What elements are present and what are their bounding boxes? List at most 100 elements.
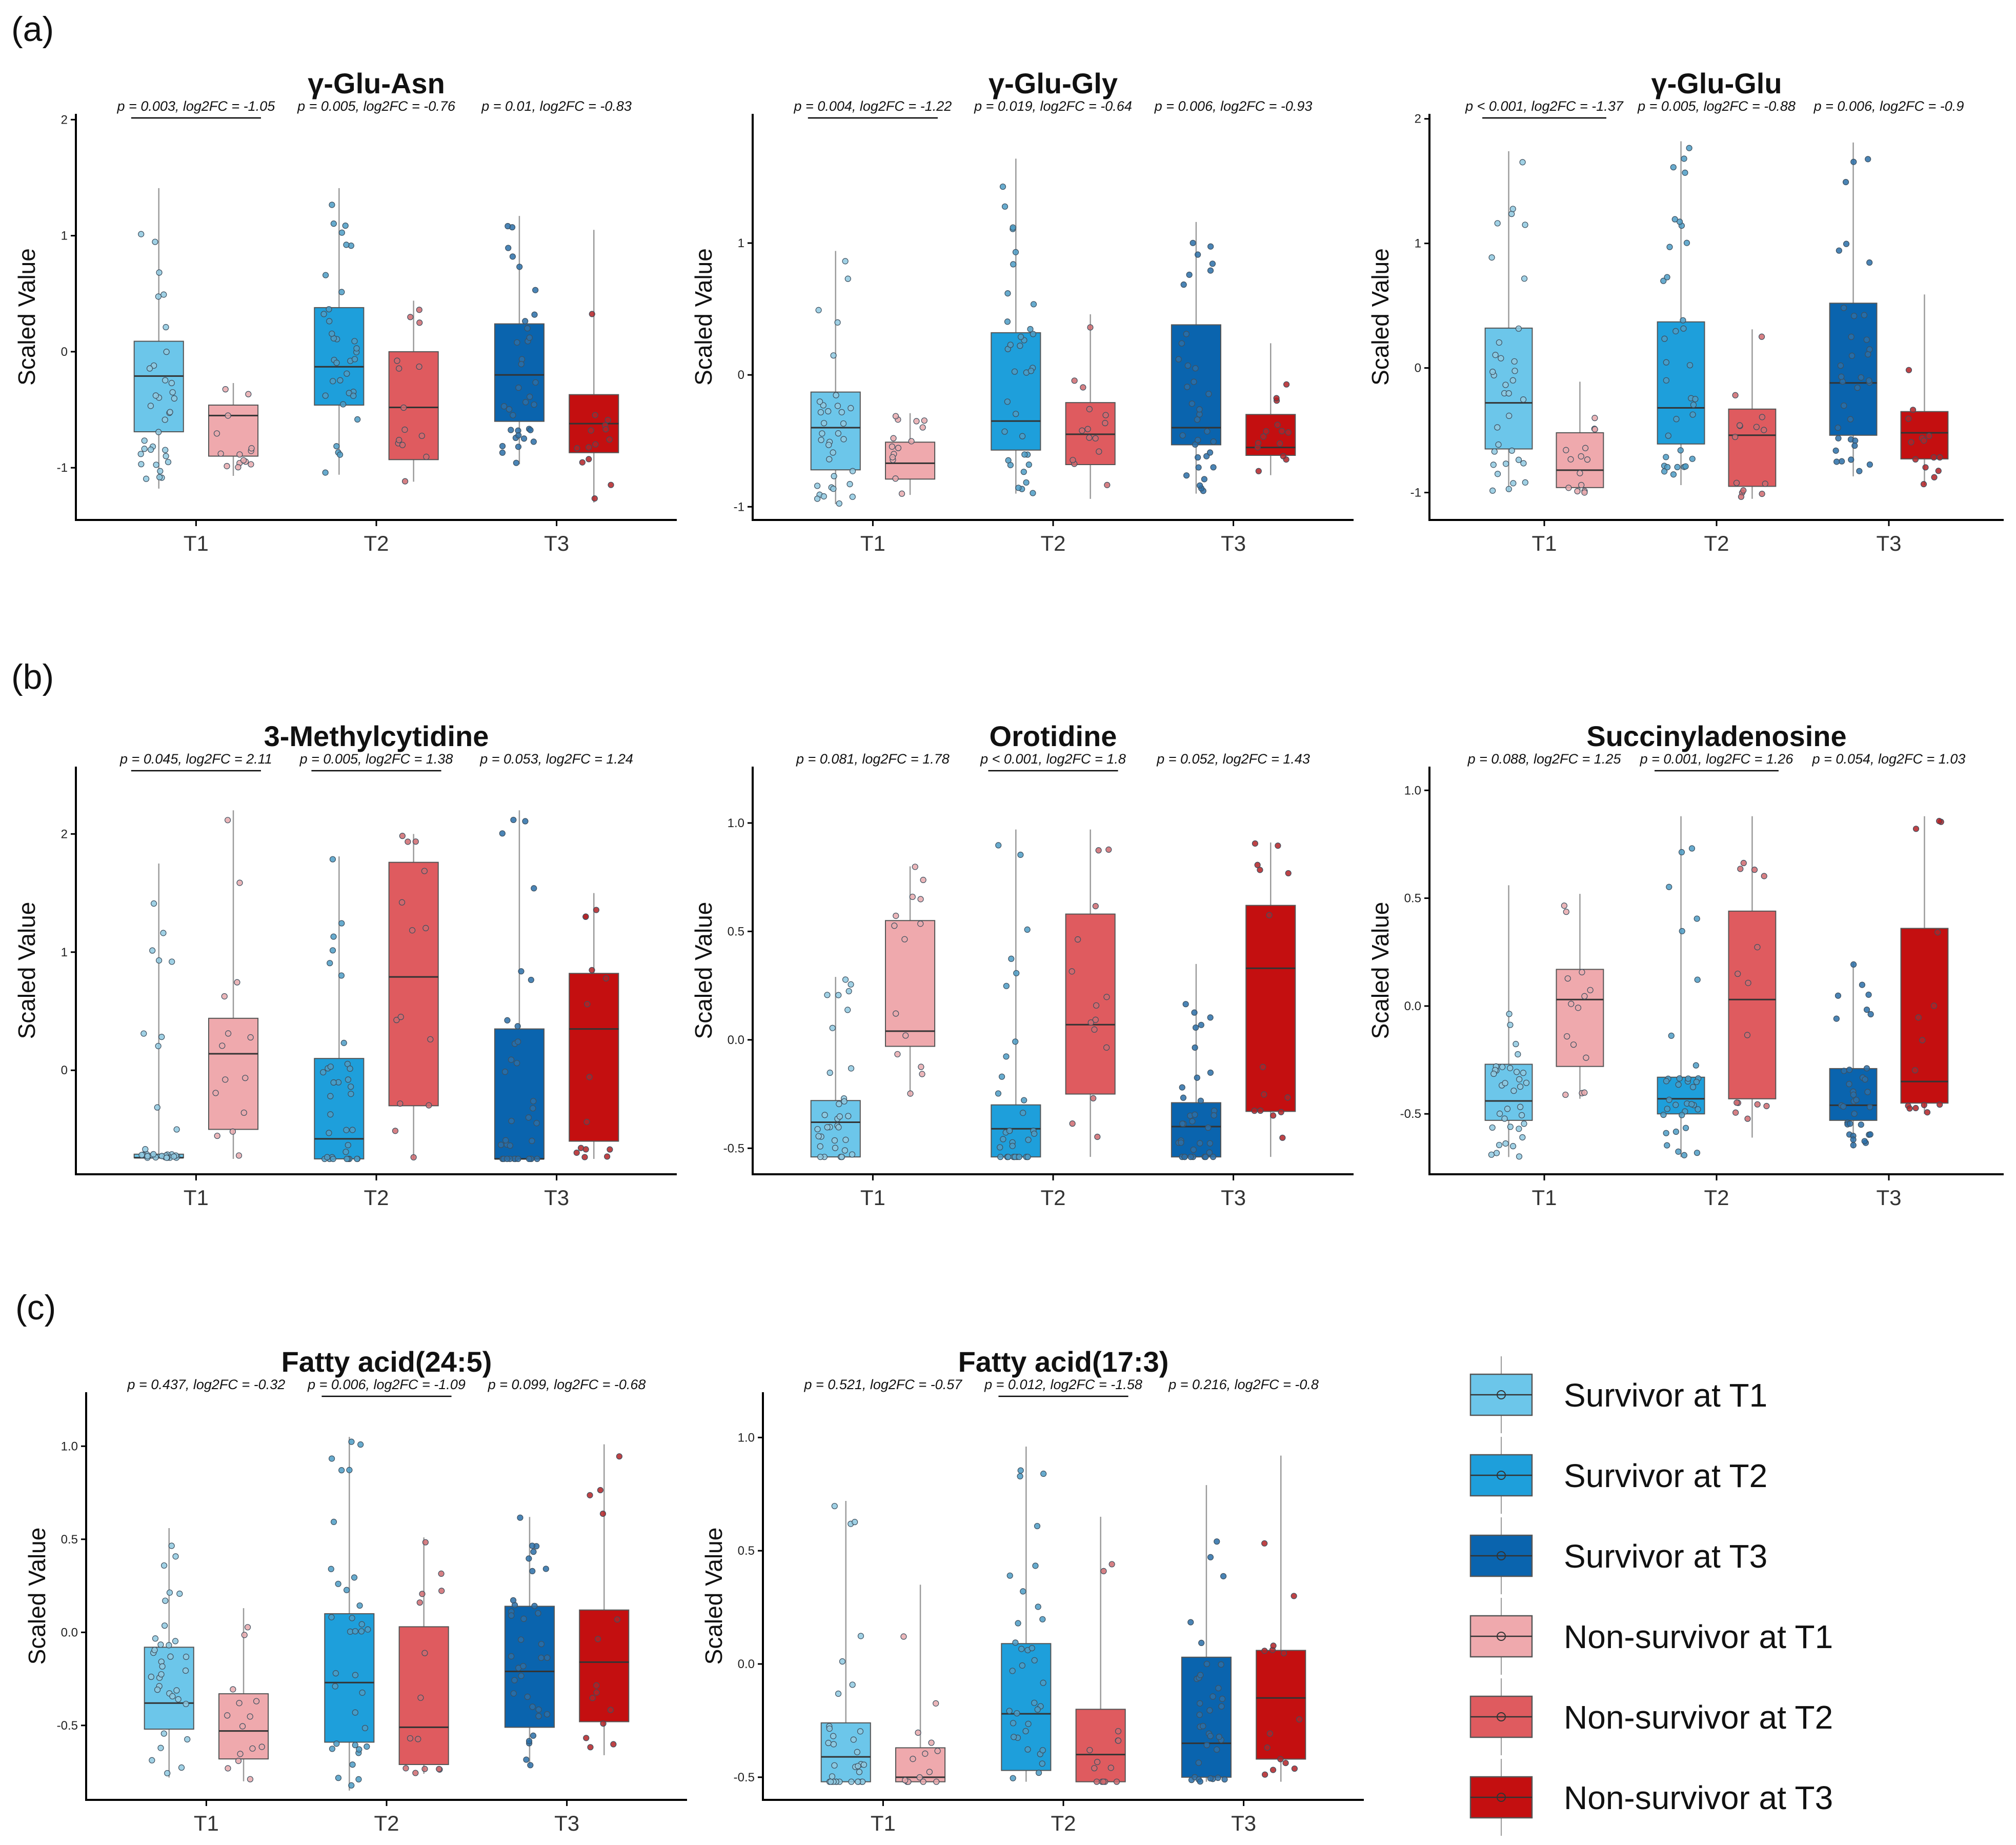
data-point — [327, 1093, 334, 1099]
data-point — [513, 459, 519, 466]
x-tick-label: T2 — [364, 1186, 389, 1210]
data-point — [1197, 1672, 1204, 1678]
data-point — [1205, 1125, 1212, 1131]
data-point — [349, 1761, 356, 1768]
data-point — [1856, 468, 1863, 474]
data-point — [860, 1761, 867, 1768]
data-point — [510, 1597, 517, 1603]
data-point — [1661, 335, 1668, 342]
data-point — [893, 912, 899, 919]
data-point — [820, 493, 827, 500]
data-point — [1095, 847, 1102, 854]
chart-glu-asn: γ-Glu-Asn Scaled Value -1 0 1 2 T1 T2 T3 p = 0.00… — [13, 67, 677, 555]
data-point — [141, 446, 148, 452]
data-point — [149, 1757, 155, 1763]
data-point — [1502, 1140, 1509, 1147]
data-point — [1491, 448, 1498, 455]
data-point — [1836, 247, 1842, 254]
data-point — [1270, 1112, 1277, 1119]
data-point — [326, 306, 332, 313]
data-point — [1835, 435, 1842, 442]
data-point — [1090, 1095, 1097, 1101]
data-point — [1832, 447, 1839, 454]
data-point — [934, 1748, 941, 1754]
x-tick-label: T3 — [544, 1186, 569, 1210]
data-point — [1011, 368, 1018, 375]
chart-3-methylcytidine: 3-Methylcytidine Scaled Value 0 1 2 T1 T2 T3 p =… — [13, 720, 677, 1210]
data-point — [1004, 290, 1011, 297]
data-point — [1035, 1603, 1041, 1610]
panel-label-a: (a) — [11, 10, 54, 49]
data-point — [889, 443, 896, 450]
data-point — [1843, 240, 1850, 247]
legend-item-survivor-at-t1: Survivor at T1 — [1469, 1356, 1767, 1433]
data-point — [1039, 1747, 1046, 1754]
data-point — [1103, 994, 1110, 1000]
data-point — [848, 1065, 855, 1072]
data-point — [1030, 301, 1037, 308]
p-value-annotation: p = 0.012, log2FC = -1.58 — [984, 1377, 1142, 1392]
data-point — [160, 1730, 167, 1737]
data-point — [225, 1765, 231, 1772]
data-point — [1744, 1032, 1751, 1038]
y-tick-label: 0.0 — [61, 1626, 78, 1639]
data-point — [854, 1749, 860, 1755]
data-point — [574, 445, 580, 452]
data-point — [356, 1602, 363, 1609]
data-point — [898, 490, 905, 497]
data-point — [222, 386, 229, 393]
data-point — [1020, 1110, 1026, 1116]
data-point — [893, 1010, 899, 1017]
data-point — [1506, 412, 1513, 419]
data-point — [1732, 433, 1739, 440]
data-point — [1516, 1153, 1523, 1160]
data-point — [169, 389, 176, 396]
box-survivor-t3 — [494, 1028, 545, 1160]
data-point — [351, 356, 358, 363]
data-point — [421, 1766, 428, 1772]
p-value-annotation: p = 0.053, log2FC = 1.24 — [479, 751, 633, 767]
data-point — [1024, 1746, 1031, 1753]
data-point — [320, 1069, 327, 1076]
data-point — [1561, 903, 1567, 909]
data-point — [1905, 415, 1912, 422]
data-point — [814, 483, 821, 489]
data-point — [842, 976, 849, 983]
p-value-annotation: p = 0.099, log2FC = -0.68 — [488, 1377, 646, 1392]
data-point — [171, 395, 178, 402]
data-point — [156, 474, 163, 480]
data-point — [1017, 343, 1023, 349]
data-point — [225, 412, 231, 419]
data-point — [995, 842, 1002, 849]
data-point — [1025, 1136, 1032, 1143]
data-point — [1867, 1131, 1873, 1138]
data-point — [156, 957, 163, 964]
data-point — [1676, 1075, 1683, 1082]
data-point — [532, 379, 539, 386]
data-point — [1179, 1084, 1185, 1091]
y-tick-label: 1 — [738, 236, 744, 250]
x-tick-label: T1 — [194, 1811, 219, 1835]
data-point — [1103, 1044, 1110, 1051]
data-point — [1762, 480, 1768, 487]
data-point — [814, 1126, 821, 1133]
data-point — [825, 408, 832, 415]
data-point — [162, 1597, 169, 1604]
data-point — [1006, 1572, 1013, 1579]
data-point — [222, 1076, 229, 1083]
data-point — [418, 432, 425, 439]
x-tick-label: T3 — [1231, 1811, 1256, 1835]
data-point — [1511, 368, 1518, 374]
data-point — [1086, 406, 1093, 412]
data-point — [407, 314, 414, 320]
data-point — [248, 461, 254, 468]
chart-title: Orotidine — [990, 720, 1117, 752]
data-point — [1197, 482, 1203, 489]
box-non-survivor-t2 — [1728, 910, 1777, 1099]
data-point — [1279, 428, 1285, 434]
data-point — [1039, 1616, 1046, 1622]
y-tick-label: 0 — [1415, 362, 1421, 375]
data-point — [1206, 1149, 1213, 1156]
data-point — [846, 481, 853, 488]
data-point — [144, 1153, 151, 1159]
